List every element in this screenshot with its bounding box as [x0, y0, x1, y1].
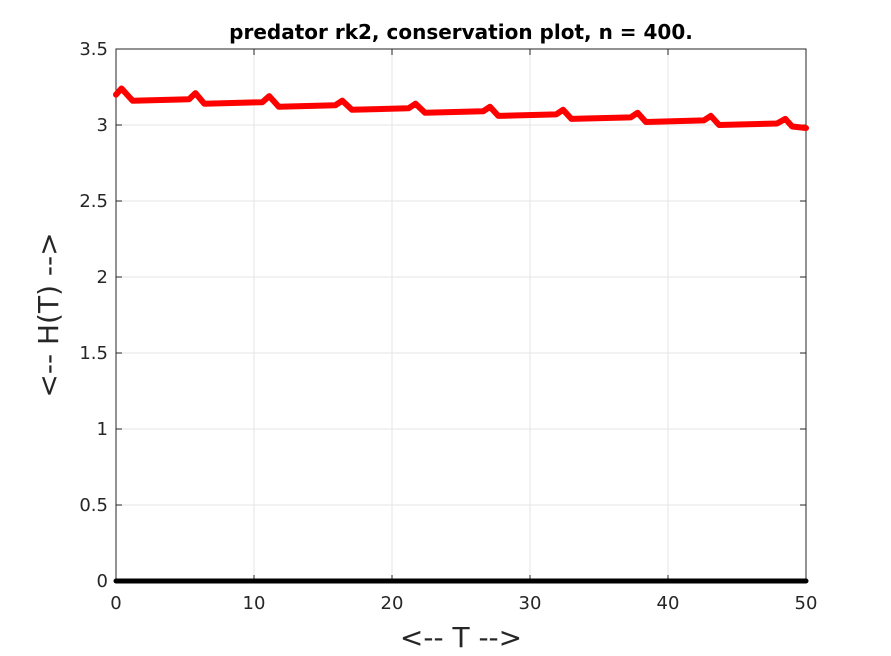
- y-tick-label: 0.5: [79, 495, 108, 516]
- y-tick-label: 2: [97, 267, 108, 288]
- x-tick-label: 0: [110, 593, 121, 614]
- x-tick-label: 20: [381, 593, 404, 614]
- y-tick-label: 1.5: [79, 343, 108, 364]
- x-axis-label: <-- T -->: [400, 621, 522, 654]
- x-tick-label: 40: [657, 593, 680, 614]
- y-tick-label: 3: [97, 115, 108, 136]
- plot-frame: [115, 48, 807, 582]
- series-line-hamiltonian: [113, 85, 809, 131]
- x-tick-label: 30: [519, 593, 542, 614]
- y-axis-label: <-- H(T) -->: [32, 232, 65, 397]
- chart-title: predator rk2, conservation plot, n = 400…: [229, 20, 693, 44]
- x-tick-label: 50: [795, 593, 818, 614]
- y-tick-label: 3.5: [79, 39, 108, 60]
- axis-ticks: 0 10 20 30 40 50 0 0.5 1 1.5 2 2.5 3 3.5: [79, 39, 817, 614]
- y-tick-label: 0: [97, 571, 108, 592]
- series-layer: [113, 85, 809, 584]
- y-tick-label: 1: [97, 419, 108, 440]
- y-tick-label: 2.5: [79, 191, 108, 212]
- x-tick-label: 10: [243, 593, 266, 614]
- grid-lines: [115, 48, 807, 582]
